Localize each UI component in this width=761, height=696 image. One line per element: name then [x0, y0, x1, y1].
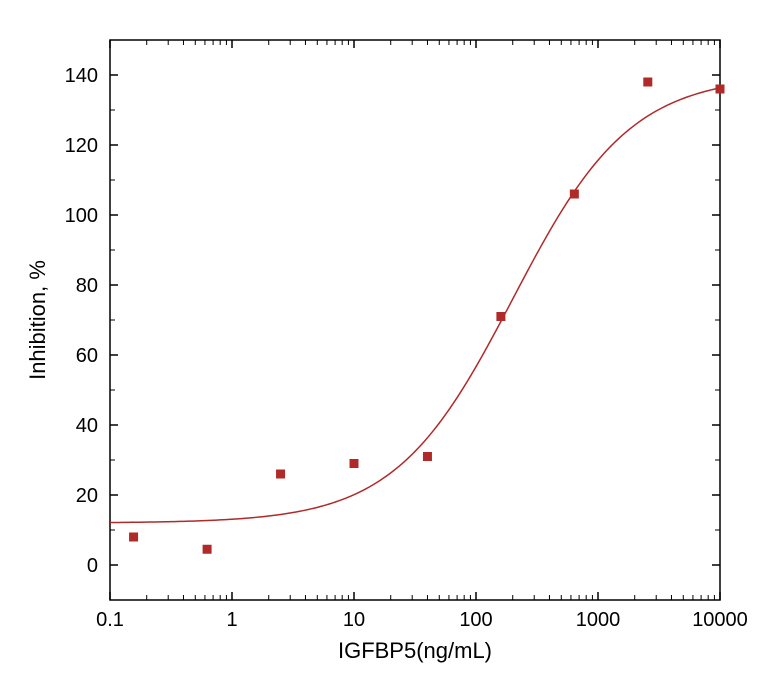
y-tick-label: 100 [65, 205, 98, 227]
x-tick-label: 1 [226, 609, 237, 631]
data-point [496, 312, 505, 321]
y-tick-label: 140 [65, 65, 98, 87]
dose-response-chart: 0.1 1 10 100 1000 10000 0 20 40 60 80 100 120 140 IGFB… [0, 0, 761, 696]
x-tick-label: 1000 [576, 609, 621, 631]
x-axis-label: IGFBP5(ng/mL) [338, 638, 492, 663]
y-tick-label: 0 [87, 555, 98, 577]
y-axis-label: Inhibition, % [25, 260, 50, 380]
x-tick-label: 10000 [692, 609, 748, 631]
data-point [423, 452, 432, 461]
y-tick-label: 60 [76, 345, 98, 367]
fit-curve [110, 88, 720, 523]
data-point [350, 459, 359, 468]
data-point [129, 533, 138, 542]
data-point [570, 190, 579, 199]
y-tick-label: 120 [65, 135, 98, 157]
y-tick-label: 80 [76, 275, 98, 297]
x-tick-label: 0.1 [96, 609, 124, 631]
y-tick-label: 20 [76, 485, 98, 507]
x-tick-label: 100 [459, 609, 492, 631]
data-point [203, 545, 212, 554]
x-tick-label: 10 [343, 609, 365, 631]
data-point [643, 78, 652, 87]
data-point [716, 85, 725, 94]
data-point [276, 470, 285, 479]
y-tick-label: 40 [76, 415, 98, 437]
